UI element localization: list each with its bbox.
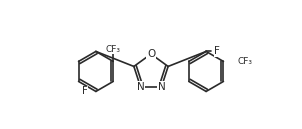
Text: N: N [158, 82, 165, 92]
Text: F: F [82, 86, 88, 96]
Text: F: F [214, 46, 220, 57]
Text: O: O [147, 49, 155, 59]
Text: CF₃: CF₃ [237, 57, 252, 66]
Text: CF₃: CF₃ [106, 45, 121, 54]
Text: N: N [137, 82, 144, 92]
